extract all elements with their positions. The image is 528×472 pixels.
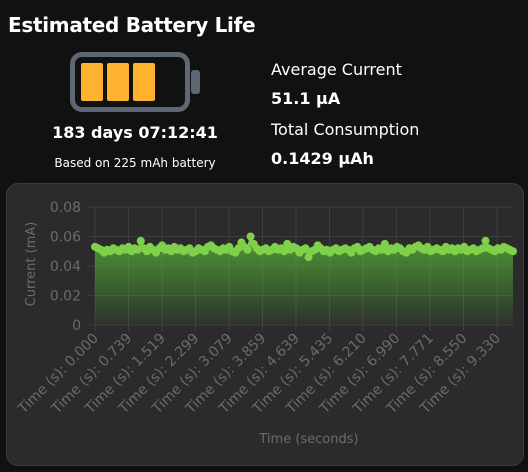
data-point xyxy=(243,245,252,254)
data-point xyxy=(234,244,243,253)
data-point xyxy=(246,232,255,241)
page-title: Estimated Battery Life xyxy=(8,13,256,37)
data-point xyxy=(301,244,310,253)
data-point xyxy=(136,236,145,245)
chart-card: 0 0.02 0.04 0.06 0.08 Time (s): 0.000 Time (s… xyxy=(6,183,524,466)
data-point xyxy=(481,236,490,245)
battery-outline xyxy=(70,52,190,112)
x-axis-label: Time (seconds) xyxy=(258,432,358,447)
series-area xyxy=(95,236,513,325)
data-point xyxy=(280,247,289,256)
battery-cell xyxy=(133,63,155,101)
y-tick-label: 0 xyxy=(72,318,81,334)
battery-cell xyxy=(81,63,103,101)
y-tick-label: 0.04 xyxy=(50,259,81,275)
y-tick-label: 0.02 xyxy=(50,289,81,305)
y-axis-label: Current (mA) xyxy=(24,222,39,307)
y-axis-ticks: 0 0.02 0.04 0.06 0.08 xyxy=(50,200,81,334)
data-point xyxy=(133,245,142,254)
average-current-label: Average Current xyxy=(271,60,402,79)
data-point xyxy=(478,244,487,253)
total-consumption-label: Total Consumption xyxy=(271,120,420,139)
data-point xyxy=(304,253,313,262)
battery-level xyxy=(81,63,155,101)
total-consumption-value: 0.1429 µAh xyxy=(271,149,374,168)
average-current-value: 51.1 µA xyxy=(271,89,341,108)
data-point xyxy=(283,239,292,248)
battery-basis: Based on 225 mAh battery xyxy=(54,156,216,170)
battery-terminal xyxy=(191,70,200,94)
y-tick-label: 0.08 xyxy=(50,200,81,216)
y-tick-label: 0.06 xyxy=(50,230,81,246)
data-point xyxy=(509,247,517,256)
battery-duration: 183 days 07:12:41 xyxy=(52,123,218,142)
data-point xyxy=(377,245,386,254)
battery-cell xyxy=(107,63,129,101)
data-point xyxy=(380,239,389,248)
series-points xyxy=(91,232,517,262)
battery-icon xyxy=(70,52,202,112)
